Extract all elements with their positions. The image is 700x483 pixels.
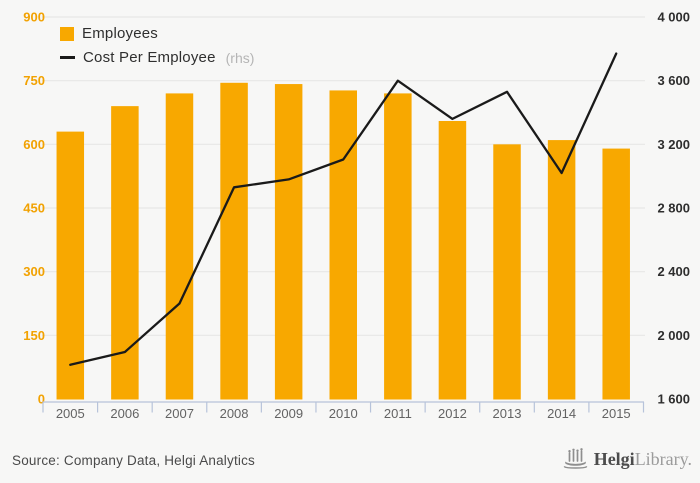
bar-2011 (384, 93, 412, 400)
left-axis-label-150: 150 (23, 328, 45, 343)
employees-swatch (60, 26, 74, 41)
x-axis-label-2011: 2011 (384, 406, 412, 421)
right-axis-label-2 400: 2 400 (657, 264, 690, 279)
x-axis-label-2012: 2012 (438, 406, 467, 421)
logo-text-helgi: Helgi (593, 448, 635, 469)
right-axis-label-2 000: 2 000 (657, 328, 690, 343)
bar-2015 (602, 148, 630, 400)
bar-2007 (165, 93, 194, 400)
bar-2005 (56, 131, 85, 400)
x-axis-label-2014: 2014 (547, 406, 576, 421)
helgi-library-logo-icon (563, 448, 587, 469)
employees-cost-per-employee-chart: 0 150 300 450 600 750 900 1 600 2 000 2 400 2 800 3… (23, 10, 690, 422)
right-axis-label-1 600: 1 600 (657, 392, 690, 407)
x-axis-label-2009: 2009 (274, 406, 303, 421)
x-axis-label-2006: 2006 (110, 406, 139, 421)
right-axis-label-2 800: 2 800 (657, 201, 690, 216)
x-axis-label-2015: 2015 (602, 406, 631, 421)
right-axis-label-3 600: 3 600 (657, 73, 690, 88)
helgi-library-logo[interactable]: HelgiLibrary. (563, 447, 692, 470)
legend-label-employees: Employees (82, 25, 159, 42)
legend-label-cost-per-employee: Cost Per Employee (83, 49, 216, 66)
x-axis-label-2007: 2007 (165, 406, 194, 421)
x-axis-label-2010: 2010 (329, 406, 358, 421)
chart-footer: Source: Company Data, Helgi Analytics (0, 443, 700, 483)
bar-2008 (220, 82, 248, 400)
bar-2014 (547, 140, 576, 400)
left-axis-label-900: 900 (23, 10, 45, 25)
bar-2013 (493, 144, 521, 400)
legend-item-cost-per-employee: Cost Per Employee (rhs) (60, 49, 254, 66)
cost-per-employee-line (69, 52, 618, 366)
right-axis-label-4 000: 4 000 (657, 10, 690, 25)
bar-2006 (111, 106, 139, 400)
x-axis-label-2005: 2005 (56, 406, 85, 421)
bar-2012 (438, 120, 467, 400)
left-axis-label-450: 450 (23, 201, 45, 216)
legend-item-employees: Employees (60, 25, 254, 42)
legend-rhs-suffix: (rhs) (225, 49, 255, 66)
bar-2010 (329, 90, 357, 400)
chart-legend: Employees Cost Per Employee (rhs) (60, 25, 254, 66)
logo-text-library: Library. (634, 448, 692, 469)
left-axis-label-750: 750 (23, 73, 45, 88)
left-axis-label-600: 600 (23, 137, 45, 152)
source-attribution: Source: Company Data, Helgi Analytics (12, 453, 256, 468)
bar-2009 (274, 84, 303, 400)
logo-wordmark: HelgiLibrary. (594, 448, 692, 470)
x-axis-label-2013: 2013 (493, 406, 522, 421)
right-axis-label-3 200: 3 200 (657, 137, 690, 152)
left-axis-label-300: 300 (23, 264, 45, 279)
left-axis-label-0: 0 (38, 392, 45, 407)
cost-line-swatch (60, 56, 75, 59)
x-axis-label-2008: 2008 (220, 406, 249, 421)
